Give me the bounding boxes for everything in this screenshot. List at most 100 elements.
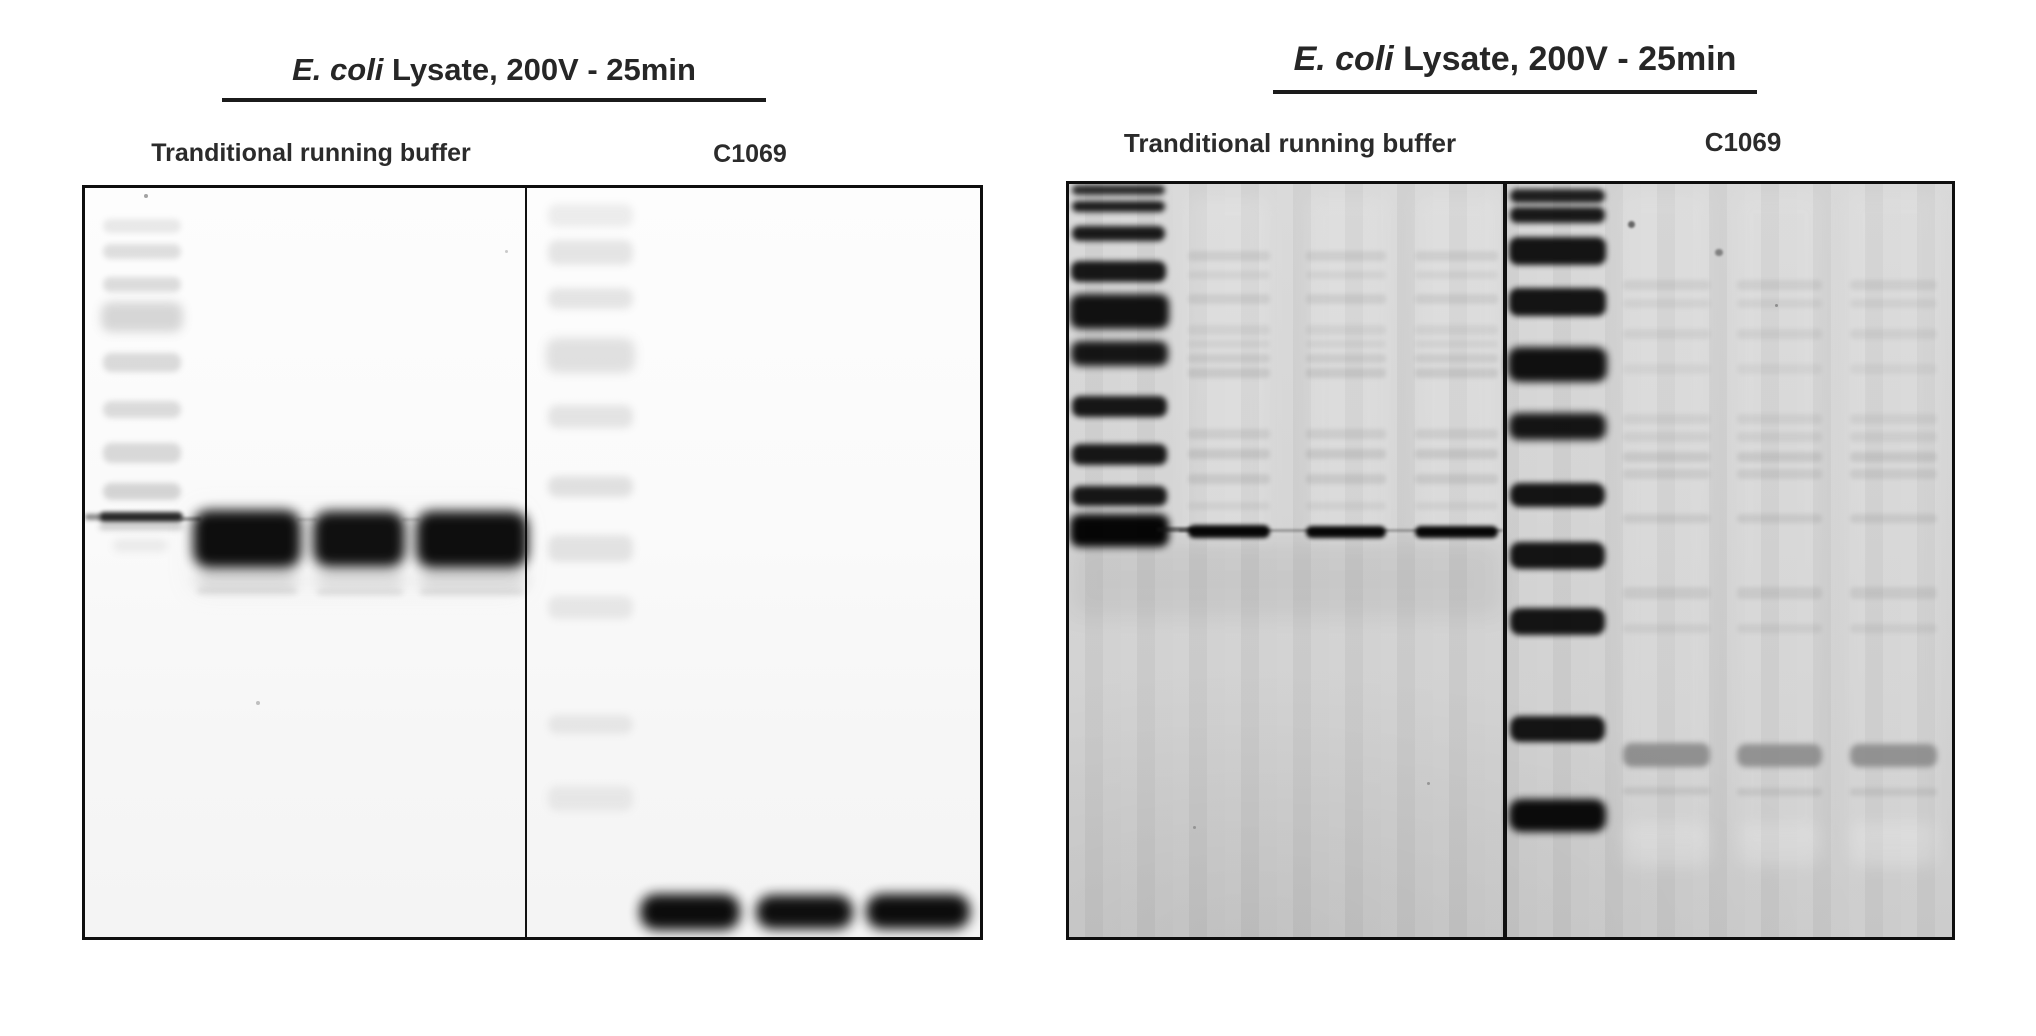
left-title-rest: Lysate, 200V - 25min [383,52,696,87]
gel-band [420,572,526,588]
gel-band [505,250,508,253]
gel-band [1305,196,1387,541]
gel-faint-band [1623,364,1710,374]
gel-faint-band [1623,329,1710,339]
gel-faint-band [1415,354,1498,363]
gel-faint-band [1737,329,1822,339]
gel-faint-band [1737,280,1822,290]
gel-band [297,518,317,521]
gel-faint-band [1623,469,1710,479]
gel-band [193,510,301,568]
gel-band [256,701,260,705]
gel-band [1775,304,1778,307]
gel-faint-band [1306,368,1386,378]
left-title-italic-part: E. coli [292,52,384,87]
gel-band [1509,237,1606,265]
gel-band [103,219,181,233]
gel-band [1193,826,1196,829]
gel-band [1427,782,1430,785]
gel-faint-band [1415,271,1498,279]
gel-faint-band [1188,251,1270,261]
gel-band [113,539,168,552]
gel-band [1188,196,1270,541]
gel-faint-band [1188,429,1270,439]
gel-faint-band [1850,452,1937,462]
gel-band [1510,483,1605,507]
gel-band [1510,608,1605,635]
left-figure-title: E. coli Lysate, 200V - 25min [222,52,766,102]
right-column-label-traditional-buffer: Tranditional running buffer [1123,128,1457,158]
gel-band [548,476,633,497]
gel-faint-band [1415,502,1498,510]
gel-band [101,302,183,332]
right-gel-photo-panel [1066,181,1955,940]
gel-band [548,535,633,562]
gel-band [1737,825,1822,865]
gel-faint-band [1850,299,1937,308]
left-gel-photo-panel [82,185,983,940]
gel-band [103,277,181,292]
gel-faint-band [1306,271,1386,279]
gel-band [416,511,528,568]
gel-band [197,588,297,594]
gel-band [1715,249,1723,256]
gel-band [1508,347,1607,382]
gel-faint-band [1737,452,1822,462]
right-title-rest: Lysate, 200V - 25min [1393,40,1737,78]
gel-band [103,244,181,259]
gel-band [1072,396,1167,417]
gel-band [1623,787,1710,795]
gel-faint-band [1850,364,1937,374]
gel-faint-band [1188,449,1270,459]
left-column-label-c1069: C1069 [713,140,787,168]
gel-band [317,572,403,587]
gel-band [1509,413,1606,440]
gel-band [402,518,420,521]
gel-band [1737,744,1822,767]
gel-faint-band [1188,325,1270,335]
gel-faint-band [1306,325,1386,335]
gel-faint-band [1188,368,1270,378]
gel-band [1071,261,1166,282]
gel-faint-band [1306,474,1386,484]
gel-band [548,204,633,227]
gel-faint-band [1306,251,1386,261]
gel-faint-band [1737,414,1822,424]
gel-band [546,338,635,373]
gel-faint-band [1623,624,1710,633]
gel-band [1510,716,1605,742]
gel-band [1510,542,1605,569]
gel-faint-band [1415,449,1498,459]
gel-faint-band [1188,340,1270,348]
gel-band [1070,514,1169,547]
gel-band [1847,194,1939,839]
gel-faint-band [1850,587,1937,599]
gel-faint-band [1737,624,1822,633]
gel-band [548,240,633,265]
gel-faint-band [1623,299,1710,308]
gel-band [548,288,633,309]
gel-band [640,894,740,930]
gel-band [548,715,633,734]
right-title-italic-part: E. coli [1293,40,1394,78]
gel-divider [1503,184,1507,937]
gel-band [548,786,633,811]
gel-faint-band [1415,474,1498,484]
gel-faint-band [1188,354,1270,363]
gel-faint-band [1306,429,1386,439]
gel-faint-band [1415,429,1498,439]
gel-band [420,589,524,595]
gel-band [1510,207,1605,223]
right-figure-title: E. coli Lysate, 200V - 25min [1273,40,1757,94]
gel-faint-band [1188,271,1270,279]
left-column-label-traditional-buffer: Tranditional running buffer [151,139,471,167]
gel-band [103,443,181,463]
right-column-label-c1069: C1069 [1704,127,1782,157]
gel-faint-band [1850,414,1937,424]
gel-faint-band [1188,502,1270,510]
gel-faint-band [1306,449,1386,459]
gel-faint-band [1850,432,1937,442]
gel-faint-band [1850,514,1937,523]
gel-band [1069,542,1503,617]
